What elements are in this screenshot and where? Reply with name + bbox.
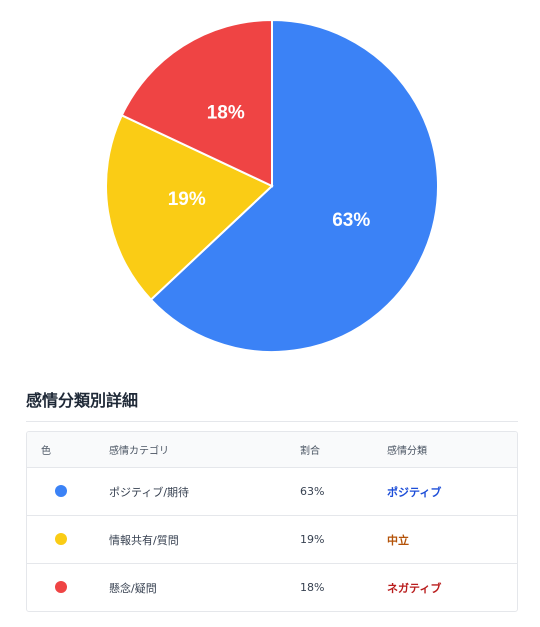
ratio-cell: 18% xyxy=(300,581,325,594)
sentiment-cell: ネガティブ xyxy=(387,581,442,595)
sentiment-table: 色 感情カテゴリ 割合 感情分類 ポジティブ/期待 63% ポジティブ 情報共有… xyxy=(26,431,518,612)
color-swatch xyxy=(55,485,67,497)
color-swatch xyxy=(55,581,67,593)
header-ratio: 割合 xyxy=(300,446,320,457)
ratio-cell: 19% xyxy=(300,533,325,546)
slice-label: 19% xyxy=(168,189,206,210)
header-color: 色 xyxy=(41,446,51,457)
section-title: 感情分類別詳細 xyxy=(26,387,518,422)
table-row: 懸念/疑問 18% ネガティブ xyxy=(27,564,517,611)
color-swatch xyxy=(55,533,67,545)
header-category: 感情カテゴリ xyxy=(109,446,169,457)
category-cell: ポジティブ/期待 xyxy=(109,485,190,499)
slice-label: 18% xyxy=(207,103,245,124)
table-header: 色 感情カテゴリ 割合 感情分類 xyxy=(27,432,517,468)
sentiment-cell: ポジティブ xyxy=(387,485,442,499)
category-cell: 情報共有/質問 xyxy=(109,533,179,547)
header-sentiment: 感情分類 xyxy=(387,446,427,457)
table-row: ポジティブ/期待 63% ポジティブ xyxy=(27,468,517,516)
pie-slice xyxy=(149,18,439,353)
table-row: 情報共有/質問 19% 中立 xyxy=(27,516,517,564)
pie-slice xyxy=(105,113,274,302)
pie-slice xyxy=(120,18,273,188)
slice-label: 63% xyxy=(332,210,370,231)
category-cell: 懸念/疑問 xyxy=(109,581,157,595)
ratio-cell: 63% xyxy=(300,485,325,498)
sentiment-cell: 中立 xyxy=(387,533,409,547)
pie-chart: 63% 19% 18% xyxy=(105,18,439,353)
